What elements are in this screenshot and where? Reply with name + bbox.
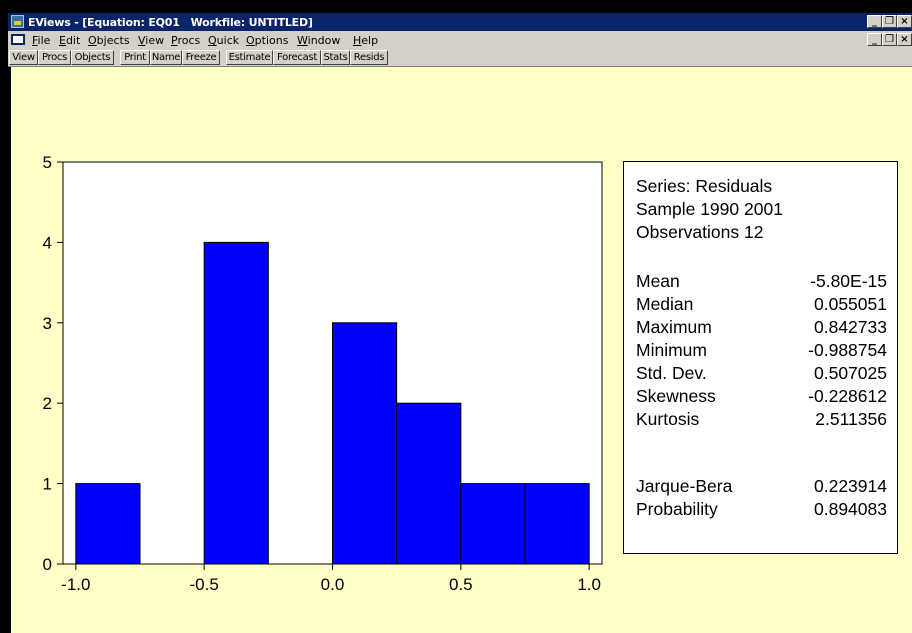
menu-objects[interactable]: Objects: [88, 34, 130, 47]
residual-histogram: 0 1 2 3 4 5 -1.0 -0.5 0.0 0.5 1.0: [43, 153, 603, 594]
stat-value-median: 0.055051: [814, 294, 887, 314]
stat-label-minimum: Minimum: [636, 340, 707, 360]
stat-label-probability: Probability: [636, 499, 718, 519]
stat-value-mean: -5.80E-15: [810, 271, 887, 291]
minimize-button[interactable]: _: [867, 15, 882, 28]
stat-value-probability: 0.894083: [814, 499, 887, 519]
menu-bar: File Edit Objects View Procs Quick Optio…: [8, 31, 912, 49]
doc-close-button[interactable]: ×: [897, 33, 912, 46]
stat-label-std-dev: Std. Dev.: [636, 363, 707, 383]
estimate-button[interactable]: Estimate: [226, 50, 273, 65]
x-tick-label-0: -1.0: [61, 575, 90, 594]
menu-help[interactable]: Help: [353, 34, 379, 47]
name-button[interactable]: Name: [150, 50, 182, 65]
resids-button[interactable]: Resids: [350, 50, 388, 65]
histogram-bar-2: [203, 241, 269, 565]
menu-procs[interactable]: Procs: [171, 34, 201, 47]
stats-sample: Sample 1990 2001: [636, 199, 783, 219]
eviews-app-icon[interactable]: [11, 15, 24, 28]
document-icon[interactable]: [11, 34, 25, 45]
stats-series: Series: Residuals: [636, 176, 773, 196]
stat-value-maximum: 0.842733: [814, 317, 887, 337]
view-button[interactable]: View: [9, 50, 38, 65]
x-tick-label-2: 0.0: [321, 575, 345, 594]
doc-restore-button[interactable]: ❐: [882, 33, 897, 46]
close-button[interactable]: ×: [897, 15, 912, 28]
stat-value-jarque-bera: 0.223914: [814, 476, 887, 496]
histogram-bar-0: [75, 483, 141, 565]
descriptive-stats-box: Series: Residuals Sample 1990 2001 Obser…: [623, 161, 898, 554]
x-tick-label-4: 1.0: [577, 575, 601, 594]
x-tick-label-1: -0.5: [190, 575, 219, 594]
graph-view: 0 1 2 3 4 5 -1.0 -0.5 0.0 0.5 1.0 Series: Residual…: [8, 67, 912, 633]
histogram-bar-5: [396, 402, 462, 565]
histogram-bar-6: [460, 483, 526, 565]
eviews-window: EViews - [Equation: EQ01 Workfile: UNTIT…: [8, 13, 912, 633]
menu-file[interactable]: File: [32, 34, 51, 47]
stat-label-median: Median: [636, 294, 694, 314]
menu-window[interactable]: Window: [297, 34, 341, 47]
print-button[interactable]: Print: [120, 50, 150, 65]
stat-label-mean: Mean: [636, 271, 680, 291]
stat-label-maximum: Maximum: [636, 317, 712, 337]
window-title: EViews - [Equation: EQ01 Workfile: UNTIT…: [28, 16, 313, 29]
stat-label-jarque-bera: Jarque-Bera: [636, 476, 733, 496]
menu-edit[interactable]: Edit: [59, 34, 81, 47]
restore-button[interactable]: ❐: [882, 15, 897, 28]
stat-value-kurtosis: 2.511356: [815, 409, 887, 429]
y-tick-label-2: 2: [43, 394, 52, 413]
menu-options[interactable]: Options: [246, 34, 289, 47]
stats-observations: Observations 12: [636, 222, 764, 242]
stat-label-skewness: Skewness: [636, 386, 716, 406]
y-tick-label-3: 3: [43, 314, 52, 333]
menu-view[interactable]: View: [138, 34, 165, 47]
menu-quick[interactable]: Quick: [208, 34, 240, 47]
objects-button[interactable]: Objects: [71, 50, 114, 65]
forecast-button[interactable]: Forecast: [273, 50, 321, 65]
y-tick-label-5: 5: [43, 153, 52, 172]
freeze-button[interactable]: Freeze: [182, 50, 220, 65]
procs-button[interactable]: Procs: [38, 50, 71, 65]
stat-label-kurtosis: Kurtosis: [636, 409, 700, 429]
x-tick-label-3: 0.5: [449, 575, 473, 594]
equation-toolbar: View Procs Objects Print Name Freeze Est…: [8, 49, 912, 67]
doc-minimize-button[interactable]: _: [867, 33, 882, 46]
histogram-bar-4: [332, 322, 398, 565]
stat-value-minimum: -0.988754: [808, 340, 887, 360]
stat-value-skewness: -0.228612: [808, 386, 887, 406]
stats-button[interactable]: Stats: [321, 50, 350, 65]
content-left-border: [8, 67, 11, 633]
y-tick-label-4: 4: [43, 233, 52, 252]
title-bar[interactable]: EViews - [Equation: EQ01 Workfile: UNTIT…: [8, 13, 912, 31]
stat-value-std-dev: 0.507025: [814, 363, 887, 383]
y-tick-label-0: 0: [43, 555, 52, 574]
histogram-bar-7: [524, 483, 590, 565]
y-tick-label-1: 1: [43, 475, 52, 494]
